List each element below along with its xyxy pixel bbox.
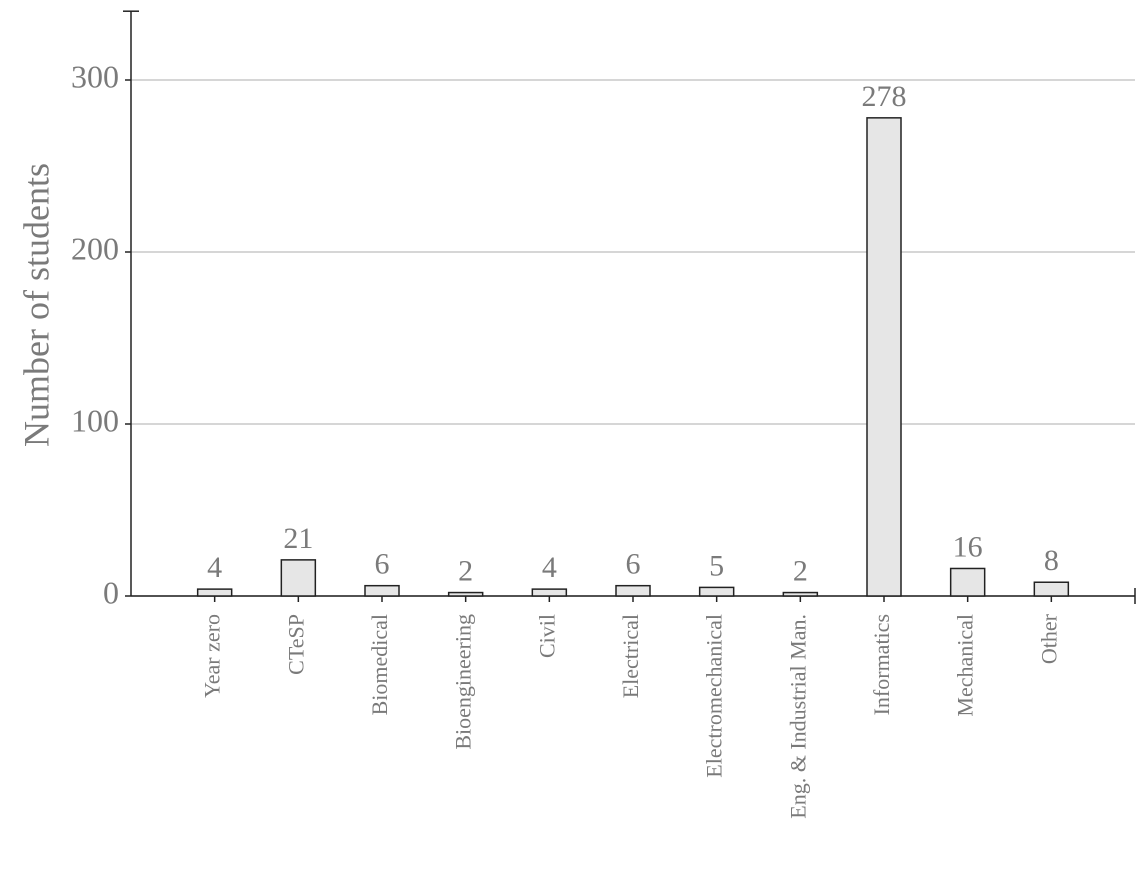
y-tick-label: 0 bbox=[103, 574, 119, 610]
x-tick-label: CTeSP bbox=[283, 614, 308, 675]
value-label: 4 bbox=[542, 551, 557, 584]
bar bbox=[364, 584, 400, 597]
value-label: 8 bbox=[1044, 544, 1059, 577]
value-label: 16 bbox=[953, 530, 983, 563]
bar bbox=[280, 559, 317, 597]
x-tick-label: Informatics bbox=[869, 614, 894, 715]
bar bbox=[782, 591, 819, 597]
x-tick-label: Other bbox=[1036, 613, 1061, 664]
value-label: 278 bbox=[862, 80, 907, 113]
value-label: 2 bbox=[793, 555, 808, 588]
x-tick-label: Electromechanical bbox=[702, 614, 727, 778]
bar bbox=[698, 586, 735, 597]
y-axis-label: Number of students bbox=[16, 163, 56, 447]
y-tick-label: 100 bbox=[71, 402, 119, 438]
x-tick-label: Year zero bbox=[200, 614, 225, 698]
x-tick-label: Mechanical bbox=[953, 614, 978, 717]
x-tick-label: Bioengineering bbox=[451, 614, 476, 750]
value-label: 2 bbox=[458, 555, 473, 588]
bar bbox=[531, 588, 568, 597]
value-label: 6 bbox=[626, 548, 641, 581]
bar bbox=[866, 117, 902, 597]
bar bbox=[447, 591, 484, 597]
value-label: 4 bbox=[207, 551, 222, 584]
bar bbox=[1033, 581, 1070, 597]
x-tick-label: Civil bbox=[534, 614, 559, 658]
y-tick-label: 300 bbox=[71, 58, 119, 94]
value-label: 5 bbox=[709, 549, 724, 582]
x-tick-label: Biomedical bbox=[367, 614, 392, 715]
bar bbox=[196, 588, 233, 597]
x-tick-label: Eng. & Industrial Man. bbox=[785, 614, 810, 819]
y-tick-label: 200 bbox=[71, 230, 119, 266]
bar bbox=[949, 567, 986, 597]
bar bbox=[615, 584, 651, 597]
value-label: 21 bbox=[283, 522, 313, 555]
value-label: 6 bbox=[375, 548, 390, 581]
x-tick-label: Electrical bbox=[618, 614, 643, 698]
